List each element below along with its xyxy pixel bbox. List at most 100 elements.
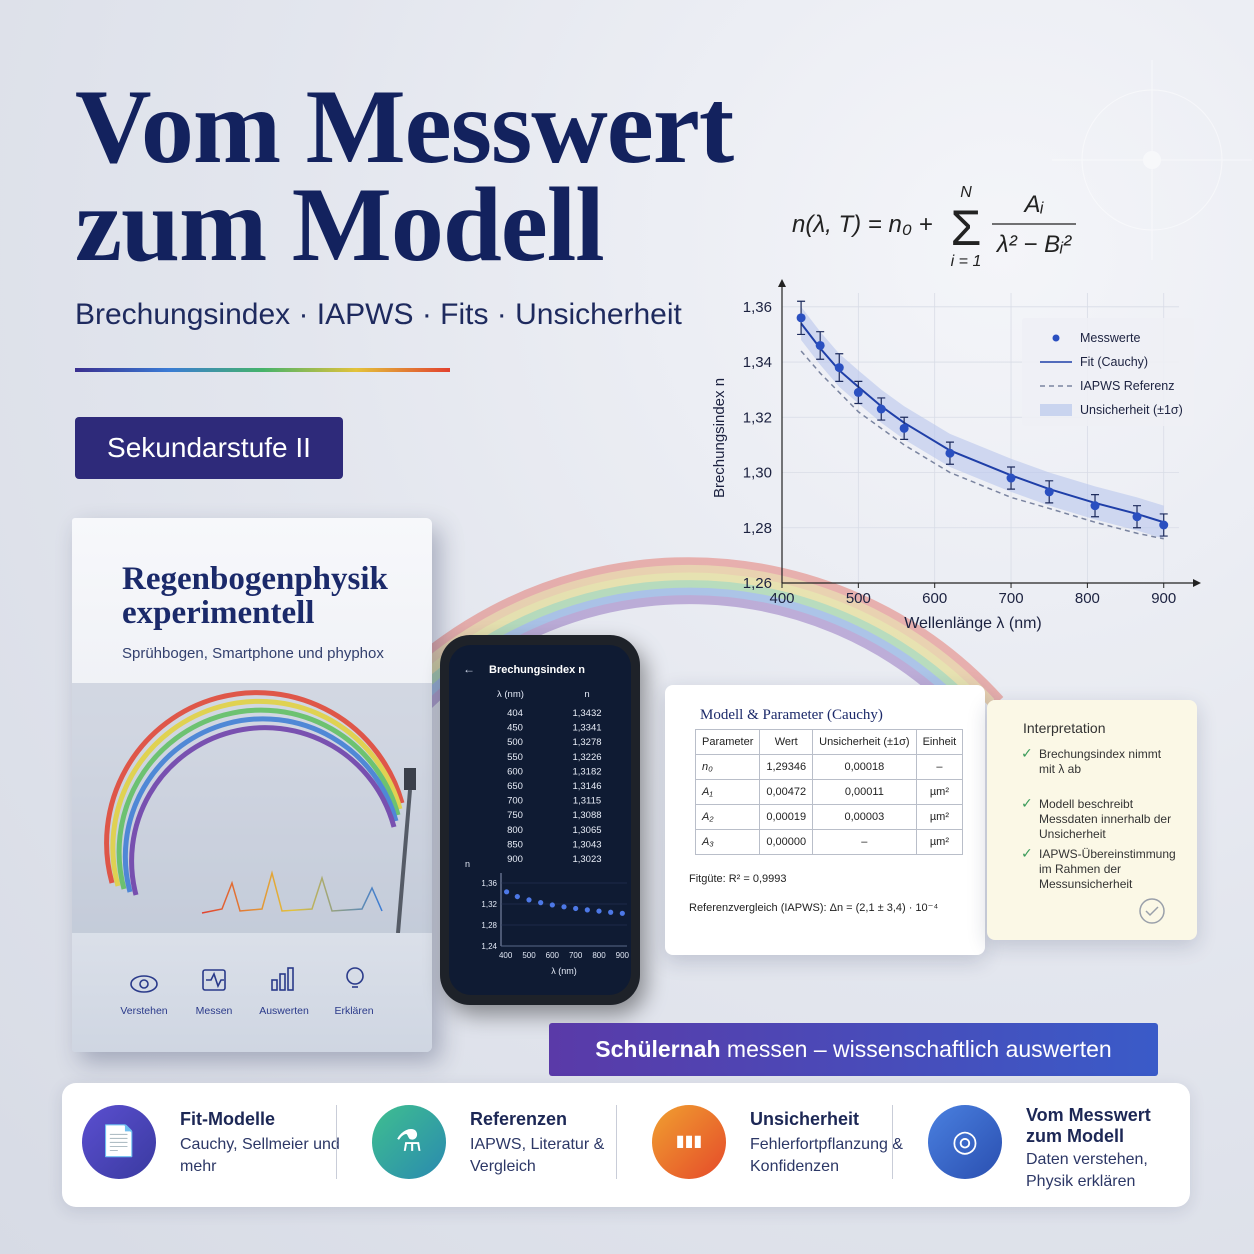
table-row: A₁ 0,00472 0,00011 µm²	[694, 779, 964, 805]
legend-label: Fit (Cauchy)	[1080, 355, 1148, 369]
table-cell: 0,00011	[812, 779, 917, 805]
feature-text: Fit-Modelle Cauchy, Sellmeier und mehr	[180, 1109, 340, 1178]
phone-table-cell: 1,3065	[572, 825, 601, 836]
parameter-table: Parameter Wert Unsicherheit (±1σ) Einheit n₀…	[694, 729, 964, 855]
table-body: n₀ 1,29346 0,00018– A₁ 0,00472 0,00011 µm² A₂ 0,…	[694, 754, 964, 855]
legend-swatch	[1052, 334, 1060, 342]
book: Regenbogenphysik experimentell Sprühboge…	[72, 518, 432, 1052]
data-point	[815, 340, 825, 350]
book-subtitle: Sprühbogen, Smartphone und phyphox	[122, 645, 384, 662]
x-tick-label: 500	[846, 590, 871, 607]
phone-table-cell: 600	[507, 766, 523, 777]
table-header-cell: Parameter	[694, 729, 761, 755]
phone-table-cell: 1,3226	[572, 752, 601, 763]
phone-table-cell: 700	[507, 796, 523, 807]
check-icon: ✓	[1021, 795, 1033, 811]
table-cell: 0,00003	[812, 804, 917, 830]
phone-table-cell: 1,3023	[572, 854, 601, 865]
table-cell: 0,00018	[812, 754, 917, 780]
main-chart: 1,26 1,28 1,30 1,32 1,34 1,36 400 500 600 700 800 9…	[711, 279, 1201, 632]
check-icon: ✓	[1021, 745, 1033, 761]
table-cell: µm²	[915, 779, 964, 805]
y-tick-label: 1,30	[743, 465, 772, 482]
table-cell: A₁	[694, 779, 761, 805]
y-tick-label: 1,28	[743, 520, 772, 537]
data-point	[899, 423, 909, 433]
phone-table-cell: 900	[507, 854, 523, 865]
interpretation-item: IAPWS-Übereinstimmung im Rahmen der Mess…	[1039, 847, 1176, 891]
book-icon-label: Verstehen	[120, 1005, 168, 1017]
reference-line	[800, 350, 1164, 540]
x-tick-label: 600	[922, 590, 947, 607]
data-point	[834, 363, 844, 373]
uncertainty-band	[801, 306, 1164, 539]
phone-table-cell: 500	[507, 737, 523, 748]
table-cell: µm²	[915, 829, 964, 855]
data-point	[1006, 473, 1016, 483]
phone-y-label: n	[465, 859, 470, 869]
feature-icon: ▮▮▮	[652, 1105, 726, 1179]
table-cell: A₂	[694, 804, 761, 830]
book-icons	[130, 967, 364, 993]
y-tick-label: 1,34	[743, 354, 772, 371]
book-icon-label: Messen	[195, 1005, 233, 1017]
table-cell: 0,00019	[759, 804, 814, 830]
formula-sum-bottom: i = 1	[951, 253, 982, 270]
phone-table-header: n	[584, 689, 589, 700]
table-row: A₃ 0,00000– µm²	[694, 829, 964, 855]
model-card: Modell & Parameter (Cauchy) Parameter Wer…	[665, 685, 985, 955]
phone-table-header: λ (nm)	[497, 689, 524, 700]
phone-point	[504, 889, 510, 895]
feature-icon: ◎	[928, 1105, 1002, 1179]
interpretation-item: Brechungsindex nimmt mit λ ab	[1039, 747, 1162, 776]
phone-table-cell: 1,3088	[572, 810, 601, 821]
phone-y-tick: 1,28	[481, 921, 497, 930]
phone-point	[619, 910, 625, 916]
separator	[336, 1105, 337, 1179]
title-line: Vom Messwert	[75, 68, 734, 185]
x-tick-label: 700	[999, 590, 1024, 607]
phone: ← Brechungsindex n λ (nm) n 404 1,3432 450 1,…	[440, 635, 640, 1005]
interpretation-card: Interpretation ✓ Brechungsindex nimmt mit…	[987, 700, 1197, 940]
rainbow-rule	[75, 368, 450, 372]
table-cell: 0,00472	[759, 779, 814, 805]
phone-y-tick: 1,36	[481, 879, 497, 888]
y-tick-label: 1,32	[743, 409, 772, 426]
tagline-bold: Schülernah	[595, 1036, 721, 1062]
phone-point	[526, 897, 532, 903]
phone-table-cell: 550	[507, 752, 523, 763]
level-badge: Sekundarstufe II	[75, 417, 343, 479]
phone-point	[538, 900, 544, 906]
reference-comparison: Referenzvergleich (IAPWS): Δn = (2,1 ± 3…	[689, 902, 939, 914]
table-cell: A₃	[694, 829, 761, 855]
y-axis-label: Brechungsindex n	[711, 378, 728, 498]
phone-y-tick: 1,24	[481, 942, 497, 951]
feature-title: Fit-Modelle	[180, 1109, 275, 1129]
book-title-line: Regenbogenphysik	[122, 561, 388, 597]
feature-title: Unsicherheit	[750, 1109, 860, 1129]
phone-table-cell: 750	[507, 810, 523, 821]
feature-bar: 📄 Fit-Modelle Cauchy, Sellmeier und mehr ⚗ R…	[62, 1083, 1190, 1207]
data-point	[1159, 520, 1169, 530]
table-cell: n₀	[694, 754, 761, 780]
back-arrow: ←	[463, 662, 475, 676]
book-cover-art	[72, 683, 432, 933]
formula-denominator: λ² − Bᵢ²	[995, 231, 1072, 258]
phone-y-tick: 1,32	[481, 900, 497, 909]
table-header-cell: Unsicherheit (±1σ)	[812, 729, 917, 755]
feature-text: Referenzen IAPWS, Literatur & Vergleich	[470, 1109, 630, 1178]
phone-x-tick: 600	[546, 951, 560, 960]
formula-sum-top: N	[960, 184, 972, 201]
table-row: n₀ 1,29346 0,00018–	[694, 754, 964, 780]
table-header-cell: Einheit	[915, 729, 964, 755]
interpretation-title: Interpretation	[1023, 720, 1106, 736]
phone-point	[596, 908, 602, 914]
tagline-rest: messen – wissenschaftlich auswerten	[726, 1036, 1112, 1062]
phone-table-cell: 404	[507, 708, 523, 719]
table-cell: 0,00000	[759, 829, 814, 855]
model-title: Modell & Parameter (Cauchy)	[700, 707, 883, 723]
phone-x-label: λ (nm)	[551, 966, 577, 976]
feature-icon: 📄	[82, 1105, 156, 1179]
phone-table-cell: 650	[507, 781, 523, 792]
data-point	[945, 448, 955, 458]
